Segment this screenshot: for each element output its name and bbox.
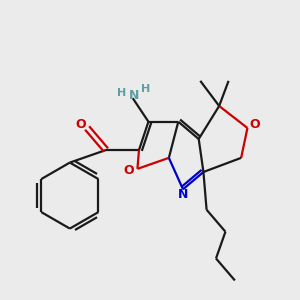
Text: H: H [117, 88, 126, 98]
Text: N: N [178, 188, 188, 201]
Text: H: H [141, 84, 151, 94]
Text: O: O [75, 118, 86, 131]
Text: N: N [129, 89, 140, 102]
Text: O: O [249, 118, 260, 131]
Text: O: O [123, 164, 134, 177]
